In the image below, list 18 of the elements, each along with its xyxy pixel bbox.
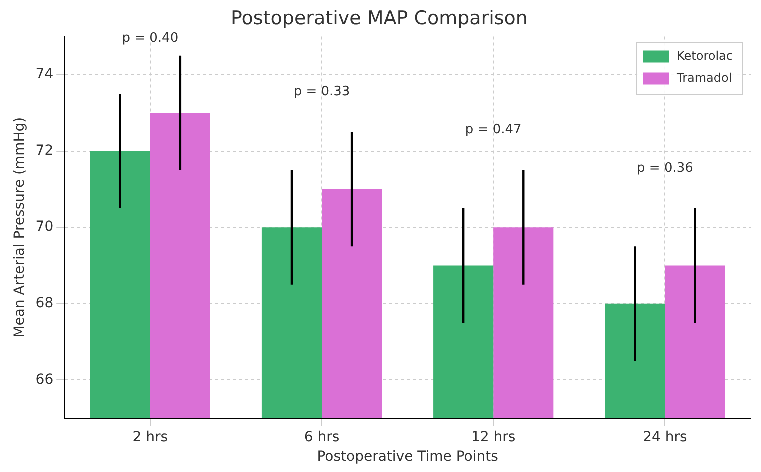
x-tick-label: 6 hrs — [304, 429, 340, 446]
y-tick-label: 68 — [36, 296, 54, 312]
annotation: p = 0.47 — [465, 122, 522, 138]
y-tick-label: 70 — [36, 219, 54, 236]
annotation: p = 0.36 — [637, 160, 694, 176]
annotation: p = 0.33 — [294, 84, 350, 100]
x-tick-label: 12 hrs — [472, 429, 516, 446]
y-axis-title: Mean Arterial Pressure (mmHg) — [12, 117, 28, 338]
legend-label: Ketorolac — [677, 48, 733, 63]
y-tick-label: 74 — [36, 66, 54, 83]
annotation: p = 0.40 — [122, 31, 179, 46]
chart-title: Postoperative MAP Comparison — [231, 7, 528, 30]
y-tick-label: 72 — [36, 142, 54, 159]
x-tick-label: 2 hrs — [132, 429, 168, 446]
x-axis-title: Postoperative Time Points — [317, 449, 498, 466]
y-tick-label: 66 — [36, 372, 54, 388]
legend-label: Tramadol — [676, 70, 732, 85]
x-tick-label: 24 hrs — [643, 429, 688, 446]
